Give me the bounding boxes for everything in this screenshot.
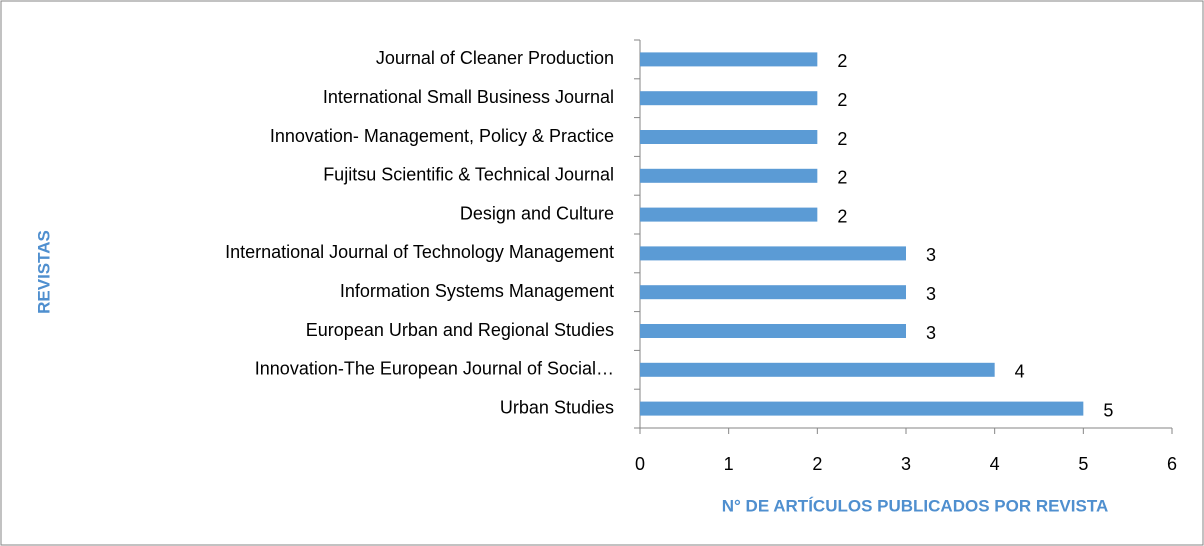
x-tick-label: 5 xyxy=(1078,454,1088,474)
y-axis-title: REVISTAS xyxy=(34,230,53,314)
bar xyxy=(640,362,995,377)
x-tick-label: 3 xyxy=(901,454,911,474)
bar xyxy=(640,401,1084,416)
y-tick-label: Innovation-The European Journal of Socia… xyxy=(255,359,614,379)
data-label: 5 xyxy=(1103,400,1113,420)
bar xyxy=(640,91,818,106)
y-tick-label: Design and Culture xyxy=(460,203,614,223)
data-label: 2 xyxy=(837,168,847,188)
x-tick-label: 0 xyxy=(635,454,645,474)
data-label: 2 xyxy=(837,206,847,226)
bar xyxy=(640,130,818,144)
data-label: 2 xyxy=(837,90,847,110)
bar xyxy=(640,285,906,300)
data-label: 4 xyxy=(1015,362,1025,382)
bar xyxy=(640,246,906,261)
y-tick-label: Journal of Cleaner Production xyxy=(376,48,614,68)
data-label: 3 xyxy=(926,323,936,343)
x-tick-label: 2 xyxy=(812,454,822,474)
bar xyxy=(640,52,818,67)
bar xyxy=(640,324,906,338)
x-tick-label: 4 xyxy=(990,454,1000,474)
bar xyxy=(640,207,818,222)
y-tick-label: Innovation- Management, Policy & Practic… xyxy=(270,126,614,146)
data-label: 2 xyxy=(837,51,847,71)
bar xyxy=(640,168,818,183)
x-axis-title: N° DE ARTÍCULOS PUBLICADOS POR REVISTA xyxy=(722,496,1108,515)
y-tick-label: European Urban and Regional Studies xyxy=(306,320,614,340)
y-tick-label: International Journal of Technology Mana… xyxy=(225,242,614,262)
y-tick-label: Information Systems Management xyxy=(340,281,614,301)
y-tick-label: Fujitsu Scientific & Technical Journal xyxy=(323,165,614,185)
data-label: 3 xyxy=(926,245,936,265)
x-tick-label: 6 xyxy=(1167,454,1177,474)
data-label: 2 xyxy=(837,129,847,149)
y-tick-label: International Small Business Journal xyxy=(323,87,614,107)
data-label: 3 xyxy=(926,284,936,304)
y-tick-label: Urban Studies xyxy=(500,397,614,417)
x-tick-label: 1 xyxy=(724,454,734,474)
